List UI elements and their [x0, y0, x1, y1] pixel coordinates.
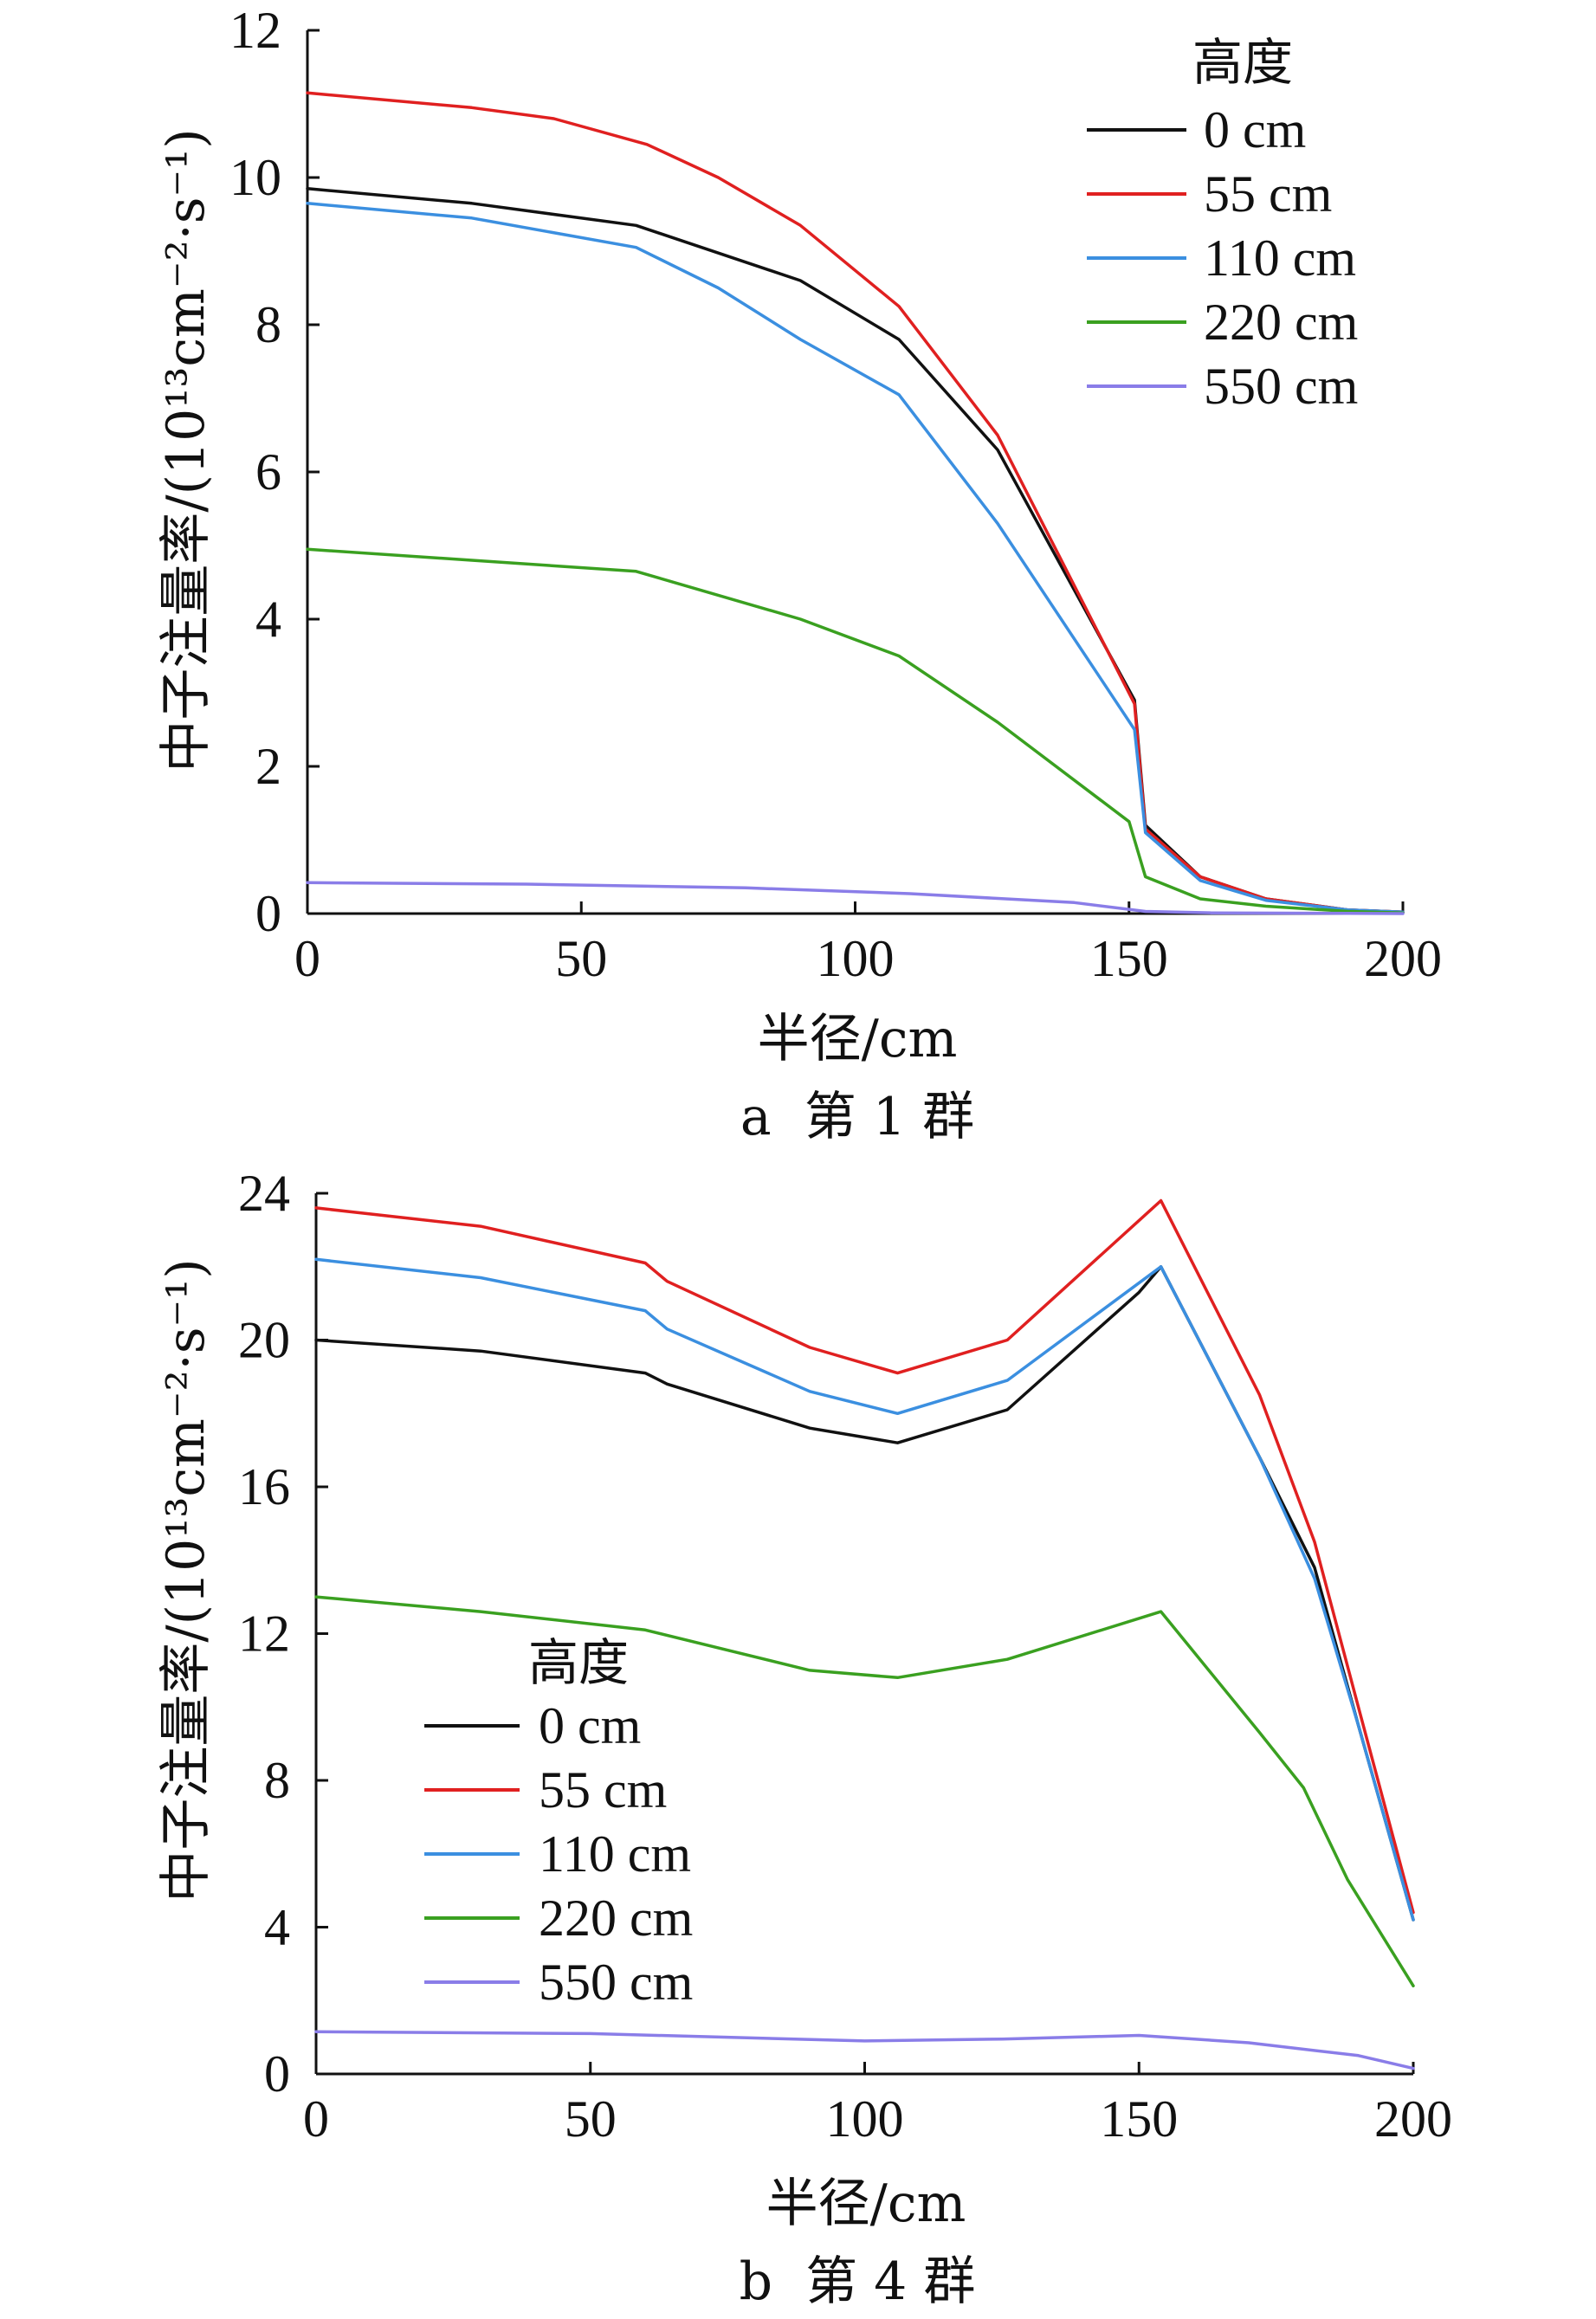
x-tick-label: 50 — [555, 930, 607, 987]
chart-panel-b: 中子注量率/(10¹³cm⁻²·s⁻¹) 半径/cm b 第 4 群 高度 0 … — [156, 1165, 1452, 2312]
y-tick-label: 10 — [229, 149, 281, 206]
y-axis-label: 中子注量率/(10¹³cm⁻²·s⁻¹) — [156, 128, 216, 772]
series-line — [314, 1257, 1415, 1922]
y-tick-label: 12 — [238, 1605, 290, 1663]
x-tick-label: 50 — [565, 2090, 617, 2148]
legend-label: 55 cm — [1204, 165, 1332, 223]
legend-label: 550 cm — [539, 1954, 693, 2011]
y-tick-label: 6 — [255, 443, 281, 501]
legend-title: 高度 — [1192, 33, 1293, 92]
y-tick-label: 4 — [255, 591, 281, 648]
y-tick-label: 20 — [238, 1312, 290, 1369]
legend-label: 110 cm — [1204, 229, 1356, 287]
series-line — [306, 547, 1405, 914]
legend-label: 110 cm — [539, 1825, 691, 1883]
y-tick-label: 0 — [264, 2045, 290, 2103]
legend-label: 0 cm — [1204, 101, 1306, 158]
y-tick-label: 8 — [255, 296, 281, 353]
y-tick-label: 12 — [229, 2, 281, 59]
legend: 高度 0 cm 55 cm 110 cm 220 cm 550 cm — [1087, 33, 1358, 415]
y-tick-label: 4 — [264, 1899, 290, 1956]
legend-title: 高度 — [528, 1633, 629, 1692]
series-line — [306, 91, 1405, 914]
series-line — [314, 1595, 1415, 1988]
y-tick-label: 0 — [255, 885, 281, 942]
x-tick-label: 100 — [826, 2090, 904, 2148]
legend-label: 220 cm — [1204, 294, 1358, 351]
x-axis-label: 半径/cm — [766, 2174, 966, 2234]
panel-caption: a 第 1 群 — [740, 1087, 974, 1147]
y-tick-label: 24 — [238, 1165, 290, 1222]
y-tick-label: 16 — [238, 1458, 290, 1515]
legend-label: 0 cm — [539, 1697, 641, 1754]
y-axis-label: 中子注量率/(10¹³cm⁻²·s⁻¹) — [156, 1258, 216, 1902]
legend-label: 220 cm — [539, 1889, 693, 1947]
series-line — [314, 1265, 1415, 1922]
series-line — [306, 881, 1405, 915]
legend-label: 55 cm — [539, 1761, 667, 1818]
x-tick-label: 100 — [817, 930, 895, 987]
x-axis-label: 半径/cm — [758, 1009, 958, 1069]
series-line — [306, 202, 1405, 914]
x-tick-label: 0 — [294, 930, 320, 987]
x-tick-label: 200 — [1374, 2090, 1452, 2148]
panel-caption: b 第 4 群 — [740, 2251, 976, 2312]
x-tick-label: 200 — [1364, 930, 1442, 987]
x-tick-label: 0 — [303, 2090, 329, 2148]
y-tick-label: 8 — [264, 1752, 290, 1809]
legend-label: 550 cm — [1204, 358, 1358, 415]
y-tick-label: 2 — [255, 738, 281, 795]
legend: 高度 0 cm 55 cm 110 cm 220 cm 550 cm — [424, 1633, 693, 2011]
chart-panel-a: 中子注量率/(10¹³cm⁻²·s⁻¹) 半径/cm a 第 1 群 高度 0 … — [156, 2, 1442, 1147]
x-tick-label: 150 — [1100, 2090, 1178, 2148]
x-tick-label: 150 — [1090, 930, 1168, 987]
series-line — [314, 1198, 1415, 1915]
series-line — [314, 2030, 1415, 2070]
